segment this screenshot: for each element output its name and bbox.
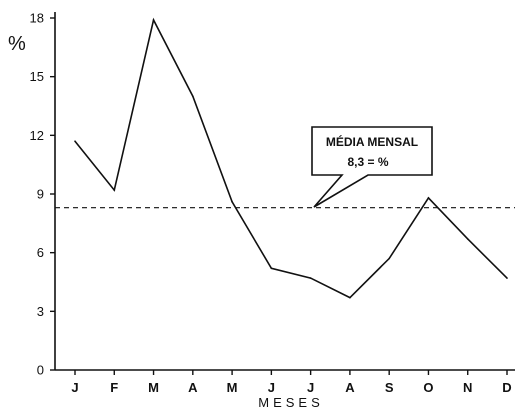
series-group bbox=[74, 17, 508, 299]
x-tick-label: A bbox=[188, 380, 198, 395]
data-point bbox=[192, 95, 194, 98]
x-tick-label: M bbox=[227, 380, 238, 395]
callout-box bbox=[311, 126, 433, 208]
data-point bbox=[349, 296, 351, 299]
data-point bbox=[506, 277, 508, 279]
x-tick-label: M bbox=[148, 380, 159, 395]
y-tick-label: 9 bbox=[37, 187, 44, 202]
data-point bbox=[152, 19, 155, 21]
data-point bbox=[427, 197, 430, 199]
x-tick-label: N bbox=[463, 380, 472, 395]
x-axis-label: MESES bbox=[258, 395, 324, 410]
data-point bbox=[309, 277, 312, 279]
data-point bbox=[113, 189, 116, 191]
x-tick-label: D bbox=[502, 380, 511, 395]
y-axis: 0 3 6 9 12 15 18 bbox=[30, 11, 56, 378]
data-point bbox=[74, 140, 76, 142]
callout-title: MÉDIA MENSAL bbox=[326, 134, 418, 149]
callout-value: 8,3 = % bbox=[347, 155, 388, 169]
x-tick-label: J bbox=[71, 380, 78, 395]
y-tick-label: 12 bbox=[30, 128, 44, 143]
callout: MÉDIA MENSAL 8,3 = % bbox=[311, 126, 433, 208]
y-axis-label: % bbox=[8, 33, 26, 55]
y-tick-label: 15 bbox=[30, 69, 44, 84]
y-tick-label: 0 bbox=[37, 363, 44, 378]
x-tick-label: J bbox=[268, 380, 275, 395]
y-tick-label: 3 bbox=[37, 304, 44, 319]
x-tick-label: O bbox=[423, 380, 433, 395]
data-point bbox=[388, 257, 390, 260]
y-tick-label: 18 bbox=[30, 11, 44, 26]
x-tick-label: F bbox=[110, 380, 118, 395]
x-tick-label: J bbox=[307, 380, 314, 395]
data-point bbox=[270, 267, 273, 270]
x-tick-label: A bbox=[345, 380, 355, 395]
series-line bbox=[74, 17, 508, 299]
x-tick-label: S bbox=[385, 380, 394, 395]
y-tick-label: 6 bbox=[37, 245, 44, 260]
data-point bbox=[231, 201, 233, 203]
data-point bbox=[466, 238, 469, 240]
